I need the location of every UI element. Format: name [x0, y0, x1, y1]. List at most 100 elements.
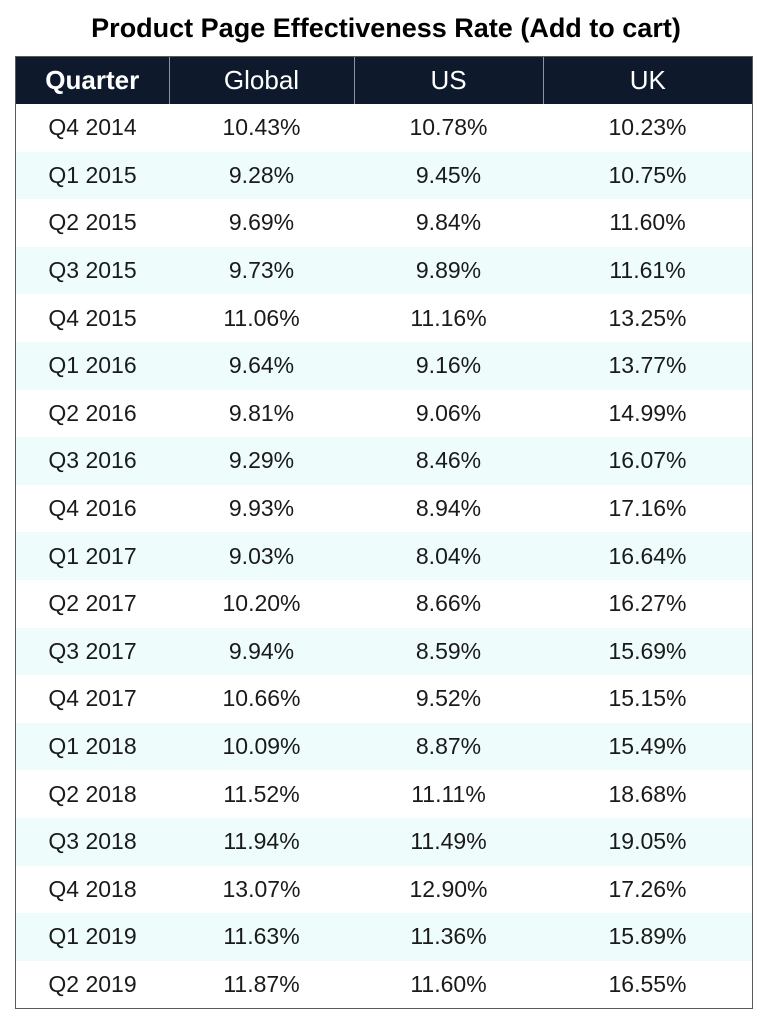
- cell-global: 9.81%: [228, 399, 295, 426]
- cell-quarter: Q2 2019: [48, 970, 137, 997]
- data-table-frame: Quarter Global US UK Q4 2014 10.43% 10.78%…: [15, 56, 753, 1009]
- cell-uk: 15.69%: [543, 627, 752, 676]
- cell-global: 13.07%: [222, 875, 301, 902]
- cell-quarter: Q1 2017: [16, 532, 169, 580]
- table-row: Q1 2019 11.63% 11.36% 15.89%: [16, 913, 752, 961]
- cell-quarter: Q3 2016: [16, 437, 169, 485]
- table-row: Q4 2016 9.93% 8.94% 17.16%: [16, 485, 752, 533]
- cell-uk: 13.77%: [543, 341, 752, 390]
- cell-uk: 16.27%: [608, 590, 687, 617]
- cell-global: 9.69%: [228, 209, 295, 236]
- column-header-us: US: [354, 57, 544, 104]
- cell-quarter: Q2 2015: [48, 209, 137, 236]
- cell-us: 12.90%: [409, 875, 488, 902]
- column-header-global: Global: [169, 57, 355, 104]
- cell-global: 11.94%: [169, 817, 354, 866]
- table-row: Q1 2018 10.09% 8.87% 15.49%: [16, 722, 752, 771]
- table-row: Q3 2016 9.29% 8.46% 16.07%: [16, 437, 752, 485]
- cell-us: 11.16%: [410, 304, 487, 331]
- cell-us: 8.66%: [415, 590, 482, 617]
- table-row: Q2 2019 11.87% 11.60% 16.55%: [16, 961, 752, 1008]
- table-row: Q3 2017 9.94% 8.59% 15.69%: [16, 627, 752, 676]
- cell-quarter: Q1 2018: [16, 722, 169, 771]
- cell-global: 9.73%: [169, 246, 354, 295]
- cell-quarter: Q4 2016: [48, 495, 137, 522]
- table-title: Product Page Effectiveness Rate (Add to …: [91, 13, 681, 43]
- cell-quarter: Q2 2018: [48, 780, 137, 807]
- cell-quarter: Q1 2019: [16, 913, 169, 961]
- cell-us: 11.11%: [411, 780, 486, 807]
- table-row: Q3 2018 11.94% 11.49% 19.05%: [16, 817, 752, 866]
- cell-us: 11.60%: [410, 970, 487, 997]
- cell-us: 8.94%: [415, 495, 482, 522]
- cell-quarter: Q4 2017: [48, 685, 137, 712]
- cell-us: 8.87%: [354, 722, 543, 771]
- cell-us: 9.89%: [354, 246, 543, 295]
- cell-us: 8.04%: [354, 532, 543, 580]
- column-header-quarter: Quarter: [16, 57, 170, 104]
- table-row: Q1 2015 9.28% 9.45% 10.75%: [16, 151, 752, 200]
- cell-global: 9.93%: [228, 495, 295, 522]
- cell-global: 9.94%: [169, 627, 354, 676]
- cell-uk: 11.61%: [543, 246, 752, 295]
- cell-uk: 18.68%: [608, 780, 687, 807]
- cell-quarter: Q4 2018: [48, 875, 137, 902]
- cell-quarter: Q1 2016: [16, 341, 169, 390]
- cell-quarter: Q2 2016: [48, 399, 137, 426]
- cell-quarter: Q4 2014: [48, 114, 137, 141]
- table-row: Q2 2018 11.52% 11.11% 18.68%: [16, 770, 752, 818]
- cell-quarter: Q2 2017: [48, 590, 137, 617]
- cell-us: 11.49%: [354, 817, 543, 866]
- cell-uk: 17.26%: [608, 875, 687, 902]
- cell-global: 9.64%: [169, 341, 354, 390]
- cell-uk: 16.07%: [543, 437, 752, 485]
- table-row: Q1 2017 9.03% 8.04% 16.64%: [16, 532, 752, 580]
- cell-us: 9.84%: [415, 209, 482, 236]
- cell-global: 10.66%: [222, 685, 301, 712]
- cell-global: 9.03%: [169, 532, 354, 580]
- cell-uk: 17.16%: [608, 495, 687, 522]
- cell-uk: 10.23%: [608, 114, 687, 141]
- header-row: Quarter Global US UK: [16, 57, 752, 104]
- cell-global: 11.87%: [223, 970, 300, 997]
- effectiveness-table: Quarter Global US UK Q4 2014 10.43% 10.78%…: [16, 57, 752, 1008]
- cell-quarter: Q3 2015: [16, 246, 169, 295]
- cell-global: 11.06%: [223, 304, 300, 331]
- cell-us: 8.59%: [354, 627, 543, 676]
- cell-us: 9.16%: [354, 341, 543, 390]
- cell-us: 9.06%: [415, 399, 482, 426]
- table-body: Q4 2014 10.43% 10.78% 10.23% Q1 2015 9.28% 9.4…: [16, 104, 752, 1008]
- cell-us: 9.52%: [415, 685, 482, 712]
- cell-uk: 16.55%: [608, 970, 687, 997]
- cell-global: 10.20%: [222, 590, 301, 617]
- table-row: Q4 2015 11.06% 11.16% 13.25%: [16, 294, 752, 342]
- cell-us: 11.36%: [354, 913, 543, 961]
- table-row: Q4 2014 10.43% 10.78% 10.23%: [16, 104, 752, 152]
- table-row: Q4 2018 13.07% 12.90% 17.26%: [16, 866, 752, 914]
- cell-global: 10.43%: [222, 114, 301, 141]
- cell-uk: 15.89%: [543, 913, 752, 961]
- cell-global: 11.52%: [223, 780, 300, 807]
- cell-quarter: Q3 2018: [16, 817, 169, 866]
- cell-quarter: Q3 2017: [16, 627, 169, 676]
- cell-quarter: Q1 2015: [16, 151, 169, 200]
- cell-us: 8.46%: [354, 437, 543, 485]
- column-header-uk: UK: [543, 57, 752, 104]
- cell-us: 10.78%: [409, 114, 488, 141]
- table-row: Q2 2017 10.20% 8.66% 16.27%: [16, 580, 752, 628]
- table-row: Q3 2015 9.73% 9.89% 11.61%: [16, 246, 752, 295]
- cell-uk: 11.60%: [609, 209, 686, 236]
- table-row: Q4 2017 10.66% 9.52% 15.15%: [16, 675, 752, 723]
- cell-global: 10.09%: [169, 722, 354, 771]
- cell-uk: 14.99%: [608, 399, 687, 426]
- cell-uk: 19.05%: [543, 817, 752, 866]
- cell-global: 9.28%: [169, 151, 354, 200]
- cell-uk: 15.49%: [543, 722, 752, 771]
- cell-us: 9.45%: [354, 151, 543, 200]
- table-row: Q2 2016 9.81% 9.06% 14.99%: [16, 390, 752, 438]
- table-row: Q2 2015 9.69% 9.84% 11.60%: [16, 199, 752, 247]
- cell-quarter: Q4 2015: [48, 304, 137, 331]
- cell-global: 11.63%: [169, 913, 354, 961]
- cell-uk: 16.64%: [543, 532, 752, 580]
- cell-uk: 15.15%: [608, 685, 687, 712]
